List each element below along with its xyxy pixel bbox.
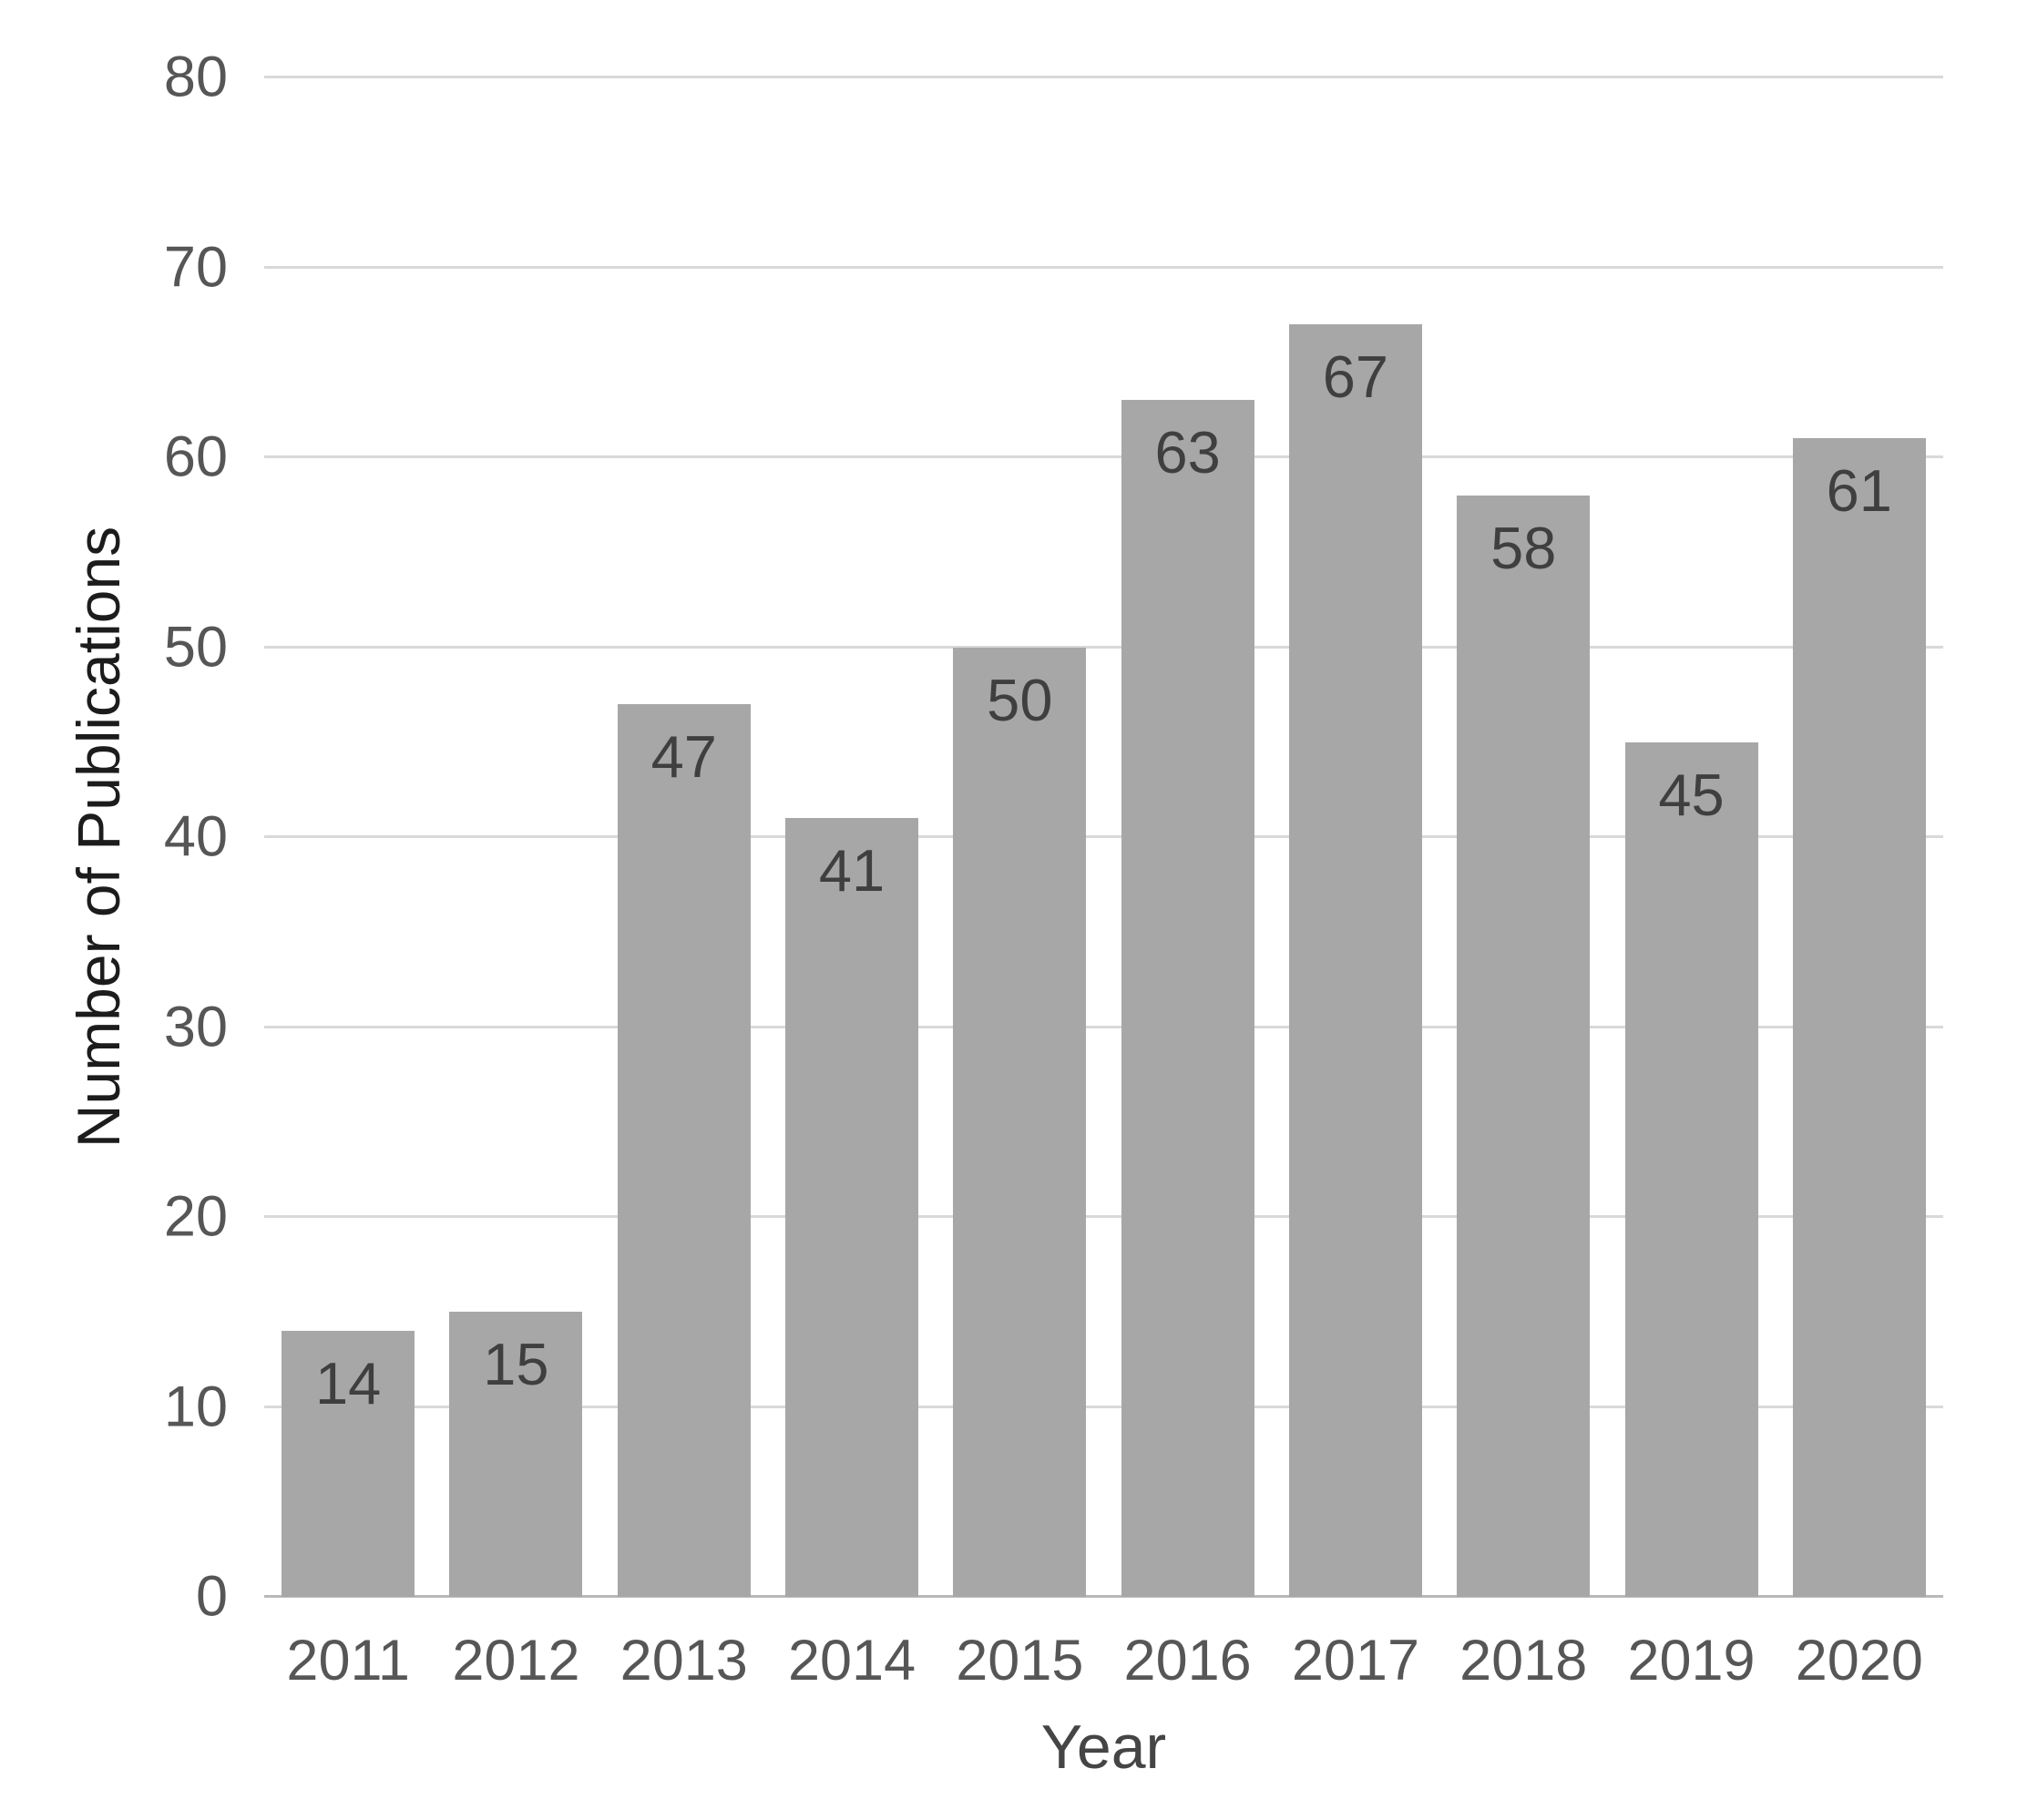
y-tick-label-60: 60: [163, 424, 228, 489]
x-axis-tick-labels: 2011 2012 2013 2014 2015 2016 2017 2018 2019 2020: [264, 1632, 1943, 1690]
x-tick-label-2013: 2013: [619, 1629, 748, 1692]
y-tick-label-50: 50: [163, 615, 228, 679]
bar-2015: 50: [953, 647, 1087, 1597]
bar-series: 14 15 47 41 50 63 67 58 45 61: [264, 77, 1943, 1597]
x-tick-label-2015: 2015: [956, 1629, 1084, 1692]
gridline-30: [264, 1025, 1943, 1028]
y-tick-label-20: 20: [163, 1184, 228, 1249]
y-tick-label-10: 10: [163, 1375, 228, 1438]
bar-slot-2014: 41: [768, 77, 936, 1597]
bar-slot-2016: 63: [1103, 77, 1271, 1597]
bar-2020: 61: [1792, 438, 1926, 1597]
y-tick-label-70: 70: [163, 235, 228, 299]
bar-2018: 58: [1457, 495, 1591, 1597]
bar-slot-2011: 14: [264, 77, 432, 1597]
gridline-50: [264, 645, 1943, 649]
bar-slot-2012: 15: [432, 77, 599, 1597]
gridline-10: [264, 1405, 1943, 1408]
bar-slot-2019: 45: [1607, 77, 1775, 1597]
bar-2011: 14: [282, 1331, 415, 1597]
bar-2013: 47: [617, 704, 751, 1597]
gridline-60: [264, 455, 1943, 458]
bar-value-label-2016: 63: [1154, 419, 1221, 486]
gridline-20: [264, 1215, 1943, 1218]
bar-value-label-2013: 47: [650, 723, 717, 791]
y-tick-label-40: 40: [163, 804, 228, 869]
x-axis-title: Year: [1040, 1713, 1167, 1782]
bar-value-label-2017: 67: [1322, 343, 1389, 411]
y-tick-label-80: 80: [163, 45, 228, 109]
bar-value-label-2020: 61: [1826, 457, 1892, 525]
bar-2017: 67: [1288, 324, 1422, 1597]
bar-slot-2015: 50: [936, 77, 1103, 1597]
gridline-80: [264, 76, 1943, 78]
bar-value-label-2015: 50: [987, 666, 1053, 733]
bar-2019: 45: [1624, 741, 1758, 1597]
y-tick-label-30: 30: [163, 995, 228, 1058]
gridline-70: [264, 265, 1943, 269]
y-tick-label-0: 0: [195, 1564, 228, 1629]
x-tick-label-2017: 2017: [1291, 1629, 1419, 1692]
bar-2016: 63: [1121, 400, 1254, 1597]
bar-2014: 41: [785, 818, 919, 1597]
x-axis-line: [264, 1595, 1943, 1598]
bar-2012: 15: [449, 1312, 583, 1597]
bar-slot-2018: 58: [1439, 77, 1607, 1597]
gridline-40: [264, 835, 1943, 838]
x-tick-label-2018: 2018: [1459, 1629, 1588, 1692]
bar-value-label-2014: 41: [818, 837, 886, 905]
bar-slot-2020: 61: [1776, 77, 1943, 1597]
x-tick-label-2012: 2012: [452, 1629, 580, 1692]
bar-value-label-2019: 45: [1658, 761, 1725, 828]
x-tick-label-2016: 2016: [1123, 1629, 1252, 1692]
x-tick-label-2011: 2011: [286, 1629, 410, 1692]
bar-slot-2017: 67: [1272, 77, 1439, 1597]
x-tick-label-2020: 2020: [1795, 1629, 1923, 1692]
plot-area: 14 15 47 41 50 63 67 58 45 61: [264, 76, 1943, 1598]
bar-value-label-2012: 15: [483, 1331, 549, 1398]
bar-value-label-2018: 58: [1490, 514, 1557, 581]
bar-value-label-2011: 14: [314, 1350, 382, 1417]
x-tick-label-2019: 2019: [1627, 1629, 1756, 1692]
x-tick-label-2014: 2014: [787, 1629, 916, 1692]
bar-slot-2013: 47: [600, 77, 768, 1597]
